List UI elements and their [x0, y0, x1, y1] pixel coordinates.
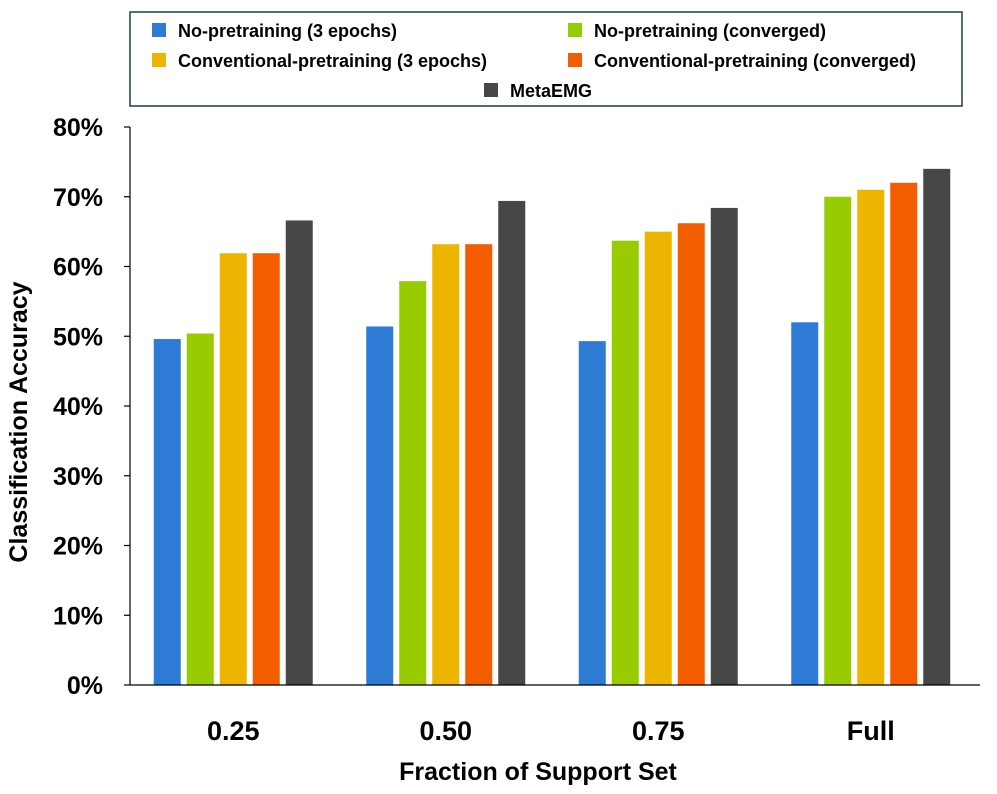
legend-swatch [152, 53, 166, 67]
bar-Full-4 [923, 168, 951, 686]
y-tick-label: 0% [67, 672, 103, 700]
y-tick-label: 30% [53, 463, 103, 491]
bar-0.25-2 [219, 253, 247, 685]
x-tick-label: 0.25 [207, 716, 260, 746]
bar-0.25-4 [285, 220, 313, 685]
y-tick-label: 60% [53, 254, 103, 282]
bar-0.50-2 [432, 244, 460, 685]
legend-swatch [152, 23, 166, 37]
legend: No-pretraining (3 epochs) No-pretraining … [129, 11, 963, 107]
bar-0.25-3 [252, 253, 280, 685]
bar-0.75-0 [578, 341, 606, 685]
bar-Full-1 [824, 196, 852, 685]
legend-label: Conventional-pretraining (converged) [594, 51, 916, 71]
bar-0.50-0 [366, 326, 394, 685]
y-tick-label: 70% [53, 184, 103, 212]
bar-0.50-1 [399, 281, 427, 685]
legend-label: MetaEMG [510, 81, 592, 101]
y-axis-title: Classification Accuracy [5, 281, 33, 562]
legend-box [129, 11, 963, 107]
bar-0.75-3 [677, 223, 705, 685]
legend-label: No-pretraining (3 epochs) [178, 21, 397, 41]
legend-swatch [484, 83, 498, 97]
x-axis-title: Fraction of Support Set [399, 758, 677, 786]
y-tick-label: 50% [53, 323, 103, 351]
y-tick-label: 10% [53, 602, 103, 630]
y-tick-label: 20% [53, 533, 103, 561]
bar-Full-2 [857, 189, 885, 685]
bar-0.50-3 [465, 244, 493, 685]
bar-0.75-2 [644, 231, 672, 685]
y-axis: 0% 10% 20% 30% 40% 50% 60% 70% 80% [53, 114, 131, 700]
bar-0.75-1 [611, 240, 639, 685]
legend-swatch [568, 23, 582, 37]
x-axis: 0.25 0.50 0.75 Full [130, 684, 980, 746]
bar-Full-0 [791, 322, 819, 685]
legend-swatch [568, 53, 582, 67]
y-tick-label: 40% [53, 393, 103, 421]
bar-0.25-1 [186, 333, 214, 685]
bar-0.50-4 [498, 200, 526, 685]
x-tick-label: 0.50 [419, 716, 472, 746]
y-tick-label: 80% [53, 114, 103, 142]
legend-label: No-pretraining (converged) [594, 21, 826, 41]
bar-0.25-0 [153, 339, 181, 685]
bar-Full-3 [890, 182, 918, 686]
legend-label: Conventional-pretraining (3 epochs) [178, 51, 487, 71]
x-tick-label: Full [847, 716, 895, 746]
bars-group [153, 168, 951, 686]
bar-0.75-4 [710, 207, 738, 685]
x-tick-label: 0.75 [632, 716, 685, 746]
